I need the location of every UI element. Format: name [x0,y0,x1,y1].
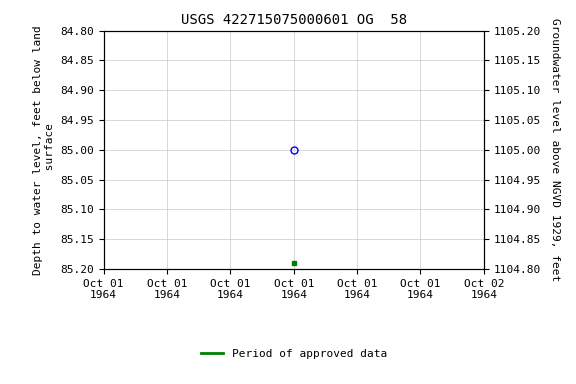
Legend: Period of approved data: Period of approved data [196,344,391,363]
Y-axis label: Depth to water level, feet below land
 surface: Depth to water level, feet below land su… [33,25,55,275]
Y-axis label: Groundwater level above NGVD 1929, feet: Groundwater level above NGVD 1929, feet [550,18,560,281]
Title: USGS 422715075000601 OG  58: USGS 422715075000601 OG 58 [181,13,407,27]
